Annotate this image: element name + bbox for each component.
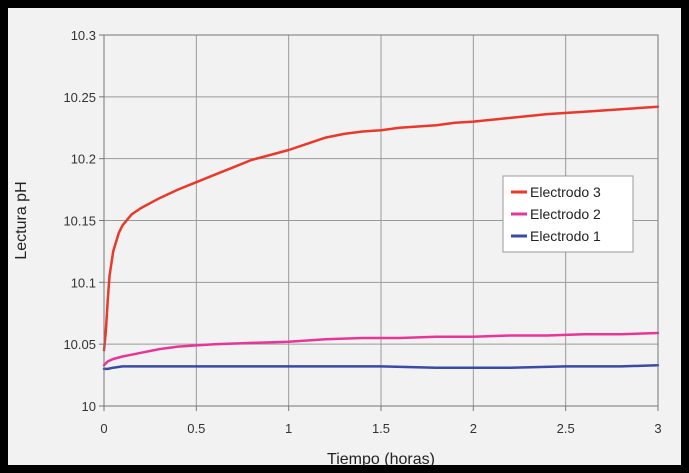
legend-label: Electrodo 2 [530,206,601,222]
series-line-3 [102,363,660,371]
line-chart: 0 0.5 1 1.5 2 2.5 3 10 10.05 10.1 10.15 10.2 10.25 10… [13,28,662,465]
legend-label: Electrodo 3 [530,184,601,200]
series-layer [102,105,660,371]
y-tick-label: 10 [82,399,96,414]
y-tick-label: 10.15 [63,214,96,229]
x-tick-label: 3 [654,421,661,436]
x-axis-label: Tiempo (horas) [327,451,435,465]
tick-labels: 0 0.5 1 1.5 2 2.5 3 10 10.05 10.1 10.15 10.2 10.25 10… [63,28,661,436]
x-tick-label: 2.5 [557,421,575,436]
legend: Electrodo 3 Electrodo 2 Electrodo 1 [502,175,634,253]
y-tick-label: 10.05 [63,337,96,352]
y-axis-label: Lectura pH [13,181,30,259]
x-tick-label: 0.5 [187,421,205,436]
x-tick-label: 1.5 [372,421,390,436]
y-tick-label: 10.1 [71,275,96,290]
series-line-1 [102,105,660,352]
x-tick-label: 1 [285,421,292,436]
plot-border [103,34,659,407]
x-tick-label: 2 [470,421,477,436]
y-tick-label: 10.2 [71,152,96,167]
y-tick-label: 10.3 [71,28,96,43]
chart-frame: 0 0.5 1 1.5 2 2.5 3 10 10.05 10.1 10.15 10.2 10.25 10… [8,8,681,465]
y-tick-label: 10.25 [63,90,96,105]
x-tick-label: 0 [100,421,107,436]
series-line-2 [102,331,660,367]
legend-label: Electrodo 1 [530,228,601,244]
